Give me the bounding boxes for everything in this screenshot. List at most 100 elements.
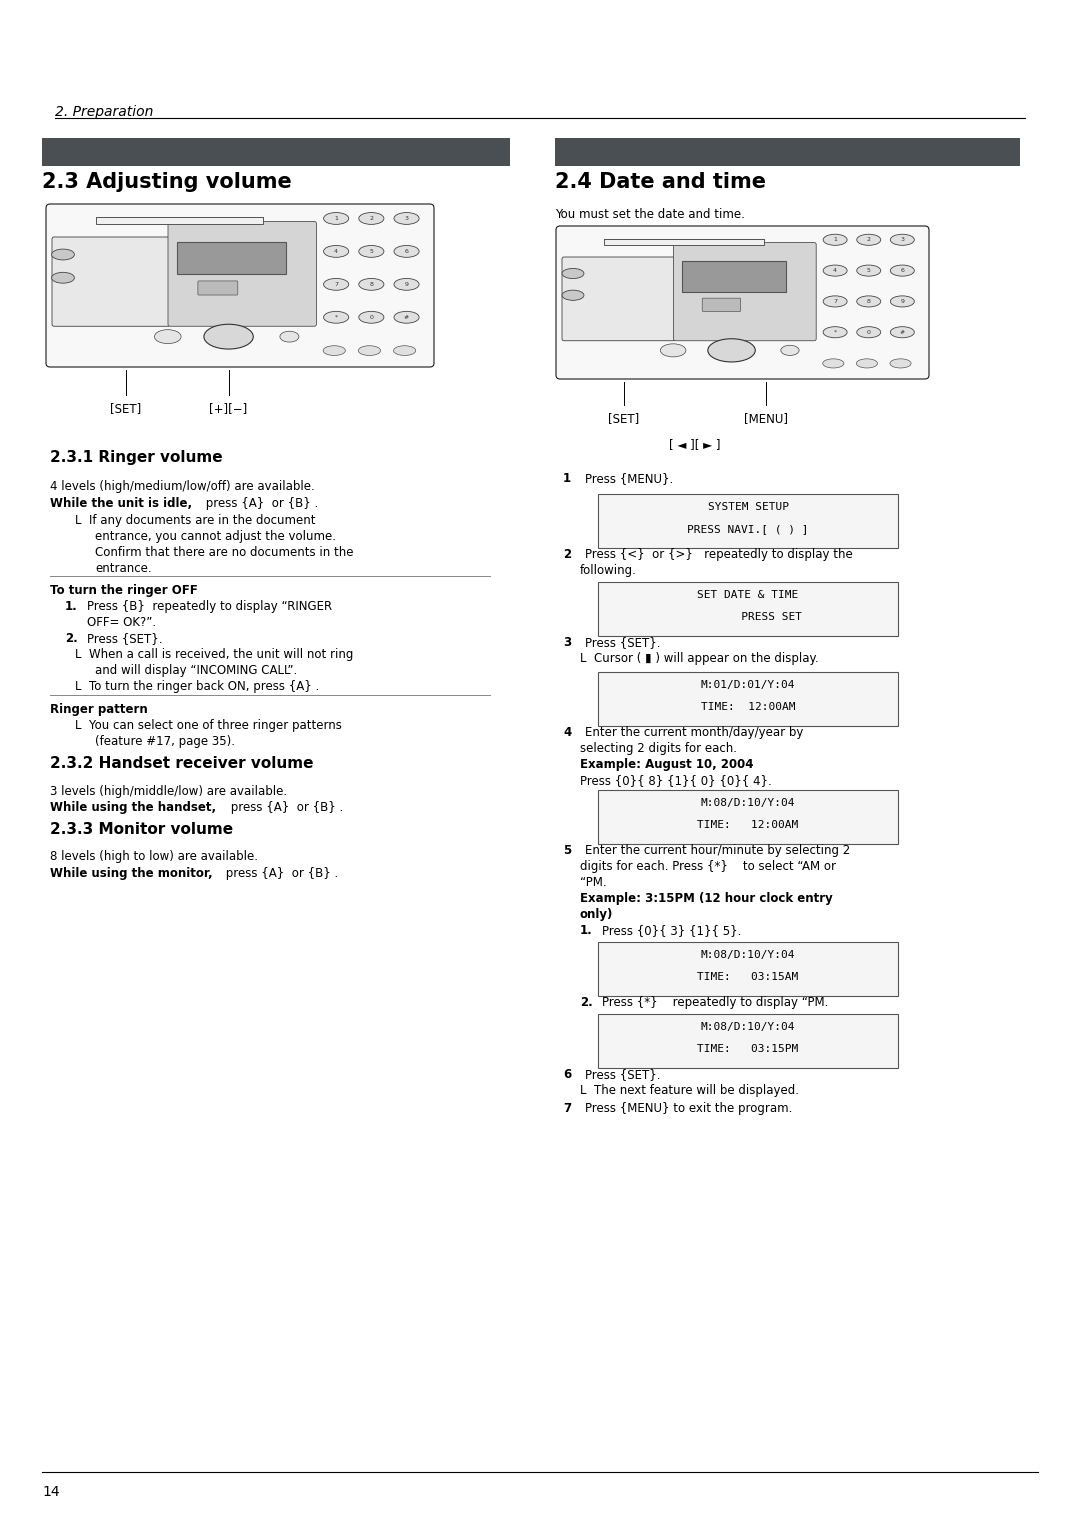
Ellipse shape [393,345,416,356]
Ellipse shape [823,327,847,338]
Text: entrance, you cannot adjust the volume.: entrance, you cannot adjust the volume. [95,530,336,542]
Text: only): only) [580,908,613,921]
Ellipse shape [890,264,915,277]
Bar [598,941,897,996]
Ellipse shape [562,290,584,301]
Text: SYSTEM SETUP: SYSTEM SETUP [707,503,788,512]
Ellipse shape [323,345,346,356]
FancyBboxPatch shape [168,222,316,327]
Text: Press {0}{ 3} {1}{ 5}.: Press {0}{ 3} {1}{ 5}. [602,924,741,937]
Text: TIME:   03:15AM: TIME: 03:15AM [698,972,798,983]
Text: 3 levels (high/middle/low) are available.: 3 levels (high/middle/low) are available… [50,785,287,798]
Text: *: * [335,315,338,319]
Ellipse shape [324,278,349,290]
Ellipse shape [562,269,584,278]
Ellipse shape [324,212,349,225]
Text: Press {SET}.: Press {SET}. [585,1068,661,1080]
Text: (feature #17, page 35).: (feature #17, page 35). [95,735,235,749]
Text: 1.: 1. [580,924,593,937]
Text: Confirm that there are no documents in the: Confirm that there are no documents in t… [95,545,353,559]
Ellipse shape [856,327,880,338]
Text: #: # [404,315,409,319]
Ellipse shape [52,272,75,283]
Text: and will display “INCOMING CALL”.: and will display “INCOMING CALL”. [95,665,297,677]
Ellipse shape [856,234,880,246]
Text: 14: 14 [42,1485,59,1499]
Ellipse shape [707,339,755,362]
Text: Press {<}  or {>}   repeatedly to display the: Press {<} or {>} repeatedly to display t… [585,549,853,561]
Text: “PM.: “PM. [580,876,607,889]
Ellipse shape [660,344,686,358]
Text: PRESS NAVI.[ ( ) ]: PRESS NAVI.[ ( ) ] [687,524,809,533]
Text: 3: 3 [563,636,571,649]
Text: selecting 2 digits for each.: selecting 2 digits for each. [580,743,737,755]
Text: Ringer pattern: Ringer pattern [50,703,148,717]
Text: 2.3.3 Monitor volume: 2.3.3 Monitor volume [50,822,233,837]
Text: 2.4 Date and time: 2.4 Date and time [555,173,766,193]
Ellipse shape [890,359,912,368]
Ellipse shape [324,246,349,257]
FancyBboxPatch shape [46,205,434,367]
Text: 2: 2 [563,549,571,561]
Text: press {A}  or {B} .: press {A} or {B} . [222,866,338,880]
Ellipse shape [204,324,254,348]
Text: 2.3.2 Handset receiver volume: 2.3.2 Handset receiver volume [50,756,313,772]
Text: 6: 6 [405,249,408,254]
Ellipse shape [359,278,383,290]
Text: 2.3 Adjusting volume: 2.3 Adjusting volume [42,173,292,193]
Text: *: * [834,330,837,335]
Ellipse shape [781,345,799,356]
FancyBboxPatch shape [702,298,741,312]
Text: 0: 0 [369,315,374,319]
Ellipse shape [823,234,847,246]
Text: You must set the date and time.: You must set the date and time. [555,208,745,222]
Text: press {A}  or {B} .: press {A} or {B} . [227,801,343,814]
Text: 4: 4 [334,249,338,254]
Ellipse shape [280,332,299,342]
Text: 8: 8 [369,281,374,287]
Text: 2. Preparation: 2. Preparation [55,105,153,119]
Text: Press {MENU}.: Press {MENU}. [585,472,673,484]
Ellipse shape [823,359,843,368]
Bar [598,672,897,726]
Text: digits for each. Press {*}    to select “AM or: digits for each. Press {*} to select “AM… [580,860,836,872]
Text: 3: 3 [405,215,408,222]
Text: 9: 9 [405,281,408,287]
Ellipse shape [856,264,880,277]
Text: 3: 3 [901,237,904,243]
Text: 4: 4 [563,726,571,740]
Text: M:08/D:10/Y:04: M:08/D:10/Y:04 [701,1022,795,1031]
Text: press {A}  or {B} .: press {A} or {B} . [202,497,319,510]
Text: While the unit is idle,: While the unit is idle, [50,497,192,510]
Text: 7: 7 [563,1102,571,1115]
Text: following.: following. [580,564,637,578]
Bar [598,494,897,549]
Text: 7: 7 [334,281,338,287]
Text: entrance.: entrance. [95,562,151,575]
Text: 4: 4 [833,267,837,274]
Text: [SET]: [SET] [608,413,639,425]
Text: 2: 2 [867,237,870,243]
Text: Example: 3:15PM (12 hour clock entry: Example: 3:15PM (12 hour clock entry [580,892,833,905]
Text: [MENU]: [MENU] [744,413,788,425]
Ellipse shape [856,359,878,368]
Text: M:01/D:01/Y:04: M:01/D:01/Y:04 [701,680,795,691]
Text: 5: 5 [867,267,870,274]
Text: 9: 9 [901,299,904,304]
Text: [ ◄ ][ ► ]: [ ◄ ][ ► ] [670,439,720,451]
Ellipse shape [359,345,380,356]
Text: While using the monitor,: While using the monitor, [50,866,213,880]
Text: TIME:   12:00AM: TIME: 12:00AM [698,821,798,830]
Ellipse shape [154,330,181,344]
Text: OFF= OK?”.: OFF= OK?”. [87,616,157,630]
Text: Press {MENU} to exit the program.: Press {MENU} to exit the program. [585,1102,793,1115]
Text: 6: 6 [901,267,904,274]
Ellipse shape [394,212,419,225]
Text: 5: 5 [563,843,571,857]
Bar [683,261,786,292]
Bar [598,790,897,843]
Text: Enter the current hour/minute by selecting 2: Enter the current hour/minute by selecti… [585,843,850,857]
Text: Example: August 10, 2004: Example: August 10, 2004 [580,758,754,772]
Ellipse shape [890,234,915,246]
FancyBboxPatch shape [198,281,238,295]
